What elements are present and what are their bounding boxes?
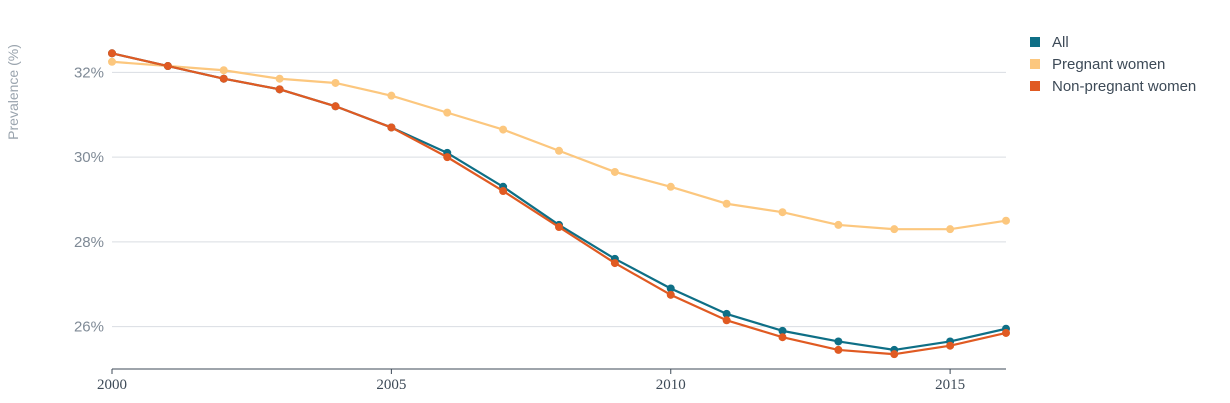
y-tick-label-28: 28% bbox=[74, 234, 104, 251]
data-point-non-pregnant-women-2005[interactable] bbox=[387, 123, 396, 132]
data-point-non-pregnant-women-2009[interactable] bbox=[610, 259, 619, 268]
data-point-non-pregnant-women-2004[interactable] bbox=[331, 102, 340, 111]
data-point-all-2013[interactable] bbox=[834, 337, 843, 346]
data-point-non-pregnant-women-2014[interactable] bbox=[890, 350, 899, 359]
data-point-pregnant-women-2004[interactable] bbox=[331, 78, 340, 87]
legend-label: All bbox=[1052, 34, 1069, 51]
data-point-all-2011[interactable] bbox=[722, 309, 731, 318]
y-tick-label-32: 32% bbox=[74, 64, 104, 81]
series-line-pregnant-women bbox=[110, 60, 1008, 231]
data-point-pregnant-women-2006[interactable] bbox=[443, 108, 452, 117]
data-point-non-pregnant-women-2013[interactable] bbox=[834, 345, 843, 354]
data-point-non-pregnant-women-2002[interactable] bbox=[219, 74, 228, 83]
data-point-pregnant-women-2008[interactable] bbox=[555, 146, 563, 155]
data-point-pregnant-women-2007[interactable] bbox=[499, 125, 508, 134]
legend-swatch bbox=[1030, 59, 1040, 69]
data-point-non-pregnant-women-2000[interactable] bbox=[108, 49, 116, 58]
legend-item-non-pregnant-women[interactable]: Non-pregnant women bbox=[1030, 78, 1196, 95]
data-point-pregnant-women-2005[interactable] bbox=[387, 91, 396, 100]
x-tick-label-2015: 2015 bbox=[935, 377, 965, 393]
data-point-pregnant-women-2015[interactable] bbox=[946, 225, 955, 234]
y-tick-label-30: 30% bbox=[74, 149, 104, 166]
gridlines bbox=[112, 71, 1006, 328]
data-point-non-pregnant-women-2010[interactable] bbox=[666, 290, 675, 299]
data-point-pregnant-women-2014[interactable] bbox=[890, 225, 899, 234]
data-point-non-pregnant-women-2008[interactable] bbox=[555, 223, 563, 232]
series-layer bbox=[108, 49, 1010, 359]
legend-swatch bbox=[1030, 81, 1040, 91]
axes: 26% 28% 30% 32% 2000 2005 2010 2015 bbox=[74, 64, 1006, 393]
data-point-all-2010[interactable] bbox=[666, 284, 675, 293]
x-tick-label-2005: 2005 bbox=[376, 377, 406, 393]
data-point-all-2012[interactable] bbox=[778, 326, 787, 335]
legend-swatch bbox=[1030, 37, 1040, 47]
data-point-pregnant-women-2013[interactable] bbox=[834, 220, 843, 229]
legend-item-pregnant-women[interactable]: Pregnant women bbox=[1030, 56, 1165, 73]
data-point-pregnant-women-2002[interactable] bbox=[219, 66, 228, 75]
legend-label: Pregnant women bbox=[1052, 56, 1165, 73]
series-all bbox=[108, 49, 1010, 354]
data-point-pregnant-women-2000[interactable] bbox=[108, 57, 116, 66]
data-point-non-pregnant-women-2012[interactable] bbox=[778, 333, 787, 342]
x-tick-label-2010: 2010 bbox=[656, 377, 686, 393]
x-tick-label-2000: 2000 bbox=[97, 377, 127, 393]
data-point-non-pregnant-women-2001[interactable] bbox=[163, 62, 172, 71]
y-tick-label-26: 26% bbox=[74, 319, 104, 336]
data-point-non-pregnant-women-2011[interactable] bbox=[722, 316, 731, 325]
data-point-pregnant-women-2012[interactable] bbox=[778, 208, 787, 217]
data-point-pregnant-women-2011[interactable] bbox=[722, 199, 731, 208]
data-point-non-pregnant-women-2003[interactable] bbox=[275, 85, 284, 94]
legend: All Pregnant women Non-pregnant women bbox=[1030, 34, 1196, 95]
data-point-pregnant-women-2016[interactable] bbox=[1002, 216, 1010, 225]
series-line-non-pregnant-women bbox=[110, 52, 1008, 356]
data-point-non-pregnant-women-2007[interactable] bbox=[499, 187, 508, 196]
data-point-non-pregnant-women-2015[interactable] bbox=[946, 341, 955, 350]
data-point-non-pregnant-women-2006[interactable] bbox=[443, 153, 452, 162]
series-line-all bbox=[110, 52, 1008, 352]
y-axis-title: Prevalence (%) bbox=[5, 44, 21, 140]
data-point-pregnant-women-2010[interactable] bbox=[666, 182, 675, 191]
data-point-pregnant-women-2003[interactable] bbox=[275, 74, 284, 83]
series-pregnant-women bbox=[108, 57, 1010, 234]
series-non-pregnant-women bbox=[108, 49, 1010, 359]
data-point-pregnant-women-2009[interactable] bbox=[610, 167, 619, 176]
legend-label: Non-pregnant women bbox=[1052, 78, 1196, 95]
data-point-non-pregnant-women-2016[interactable] bbox=[1002, 328, 1010, 337]
legend-item-all[interactable]: All bbox=[1030, 34, 1069, 51]
